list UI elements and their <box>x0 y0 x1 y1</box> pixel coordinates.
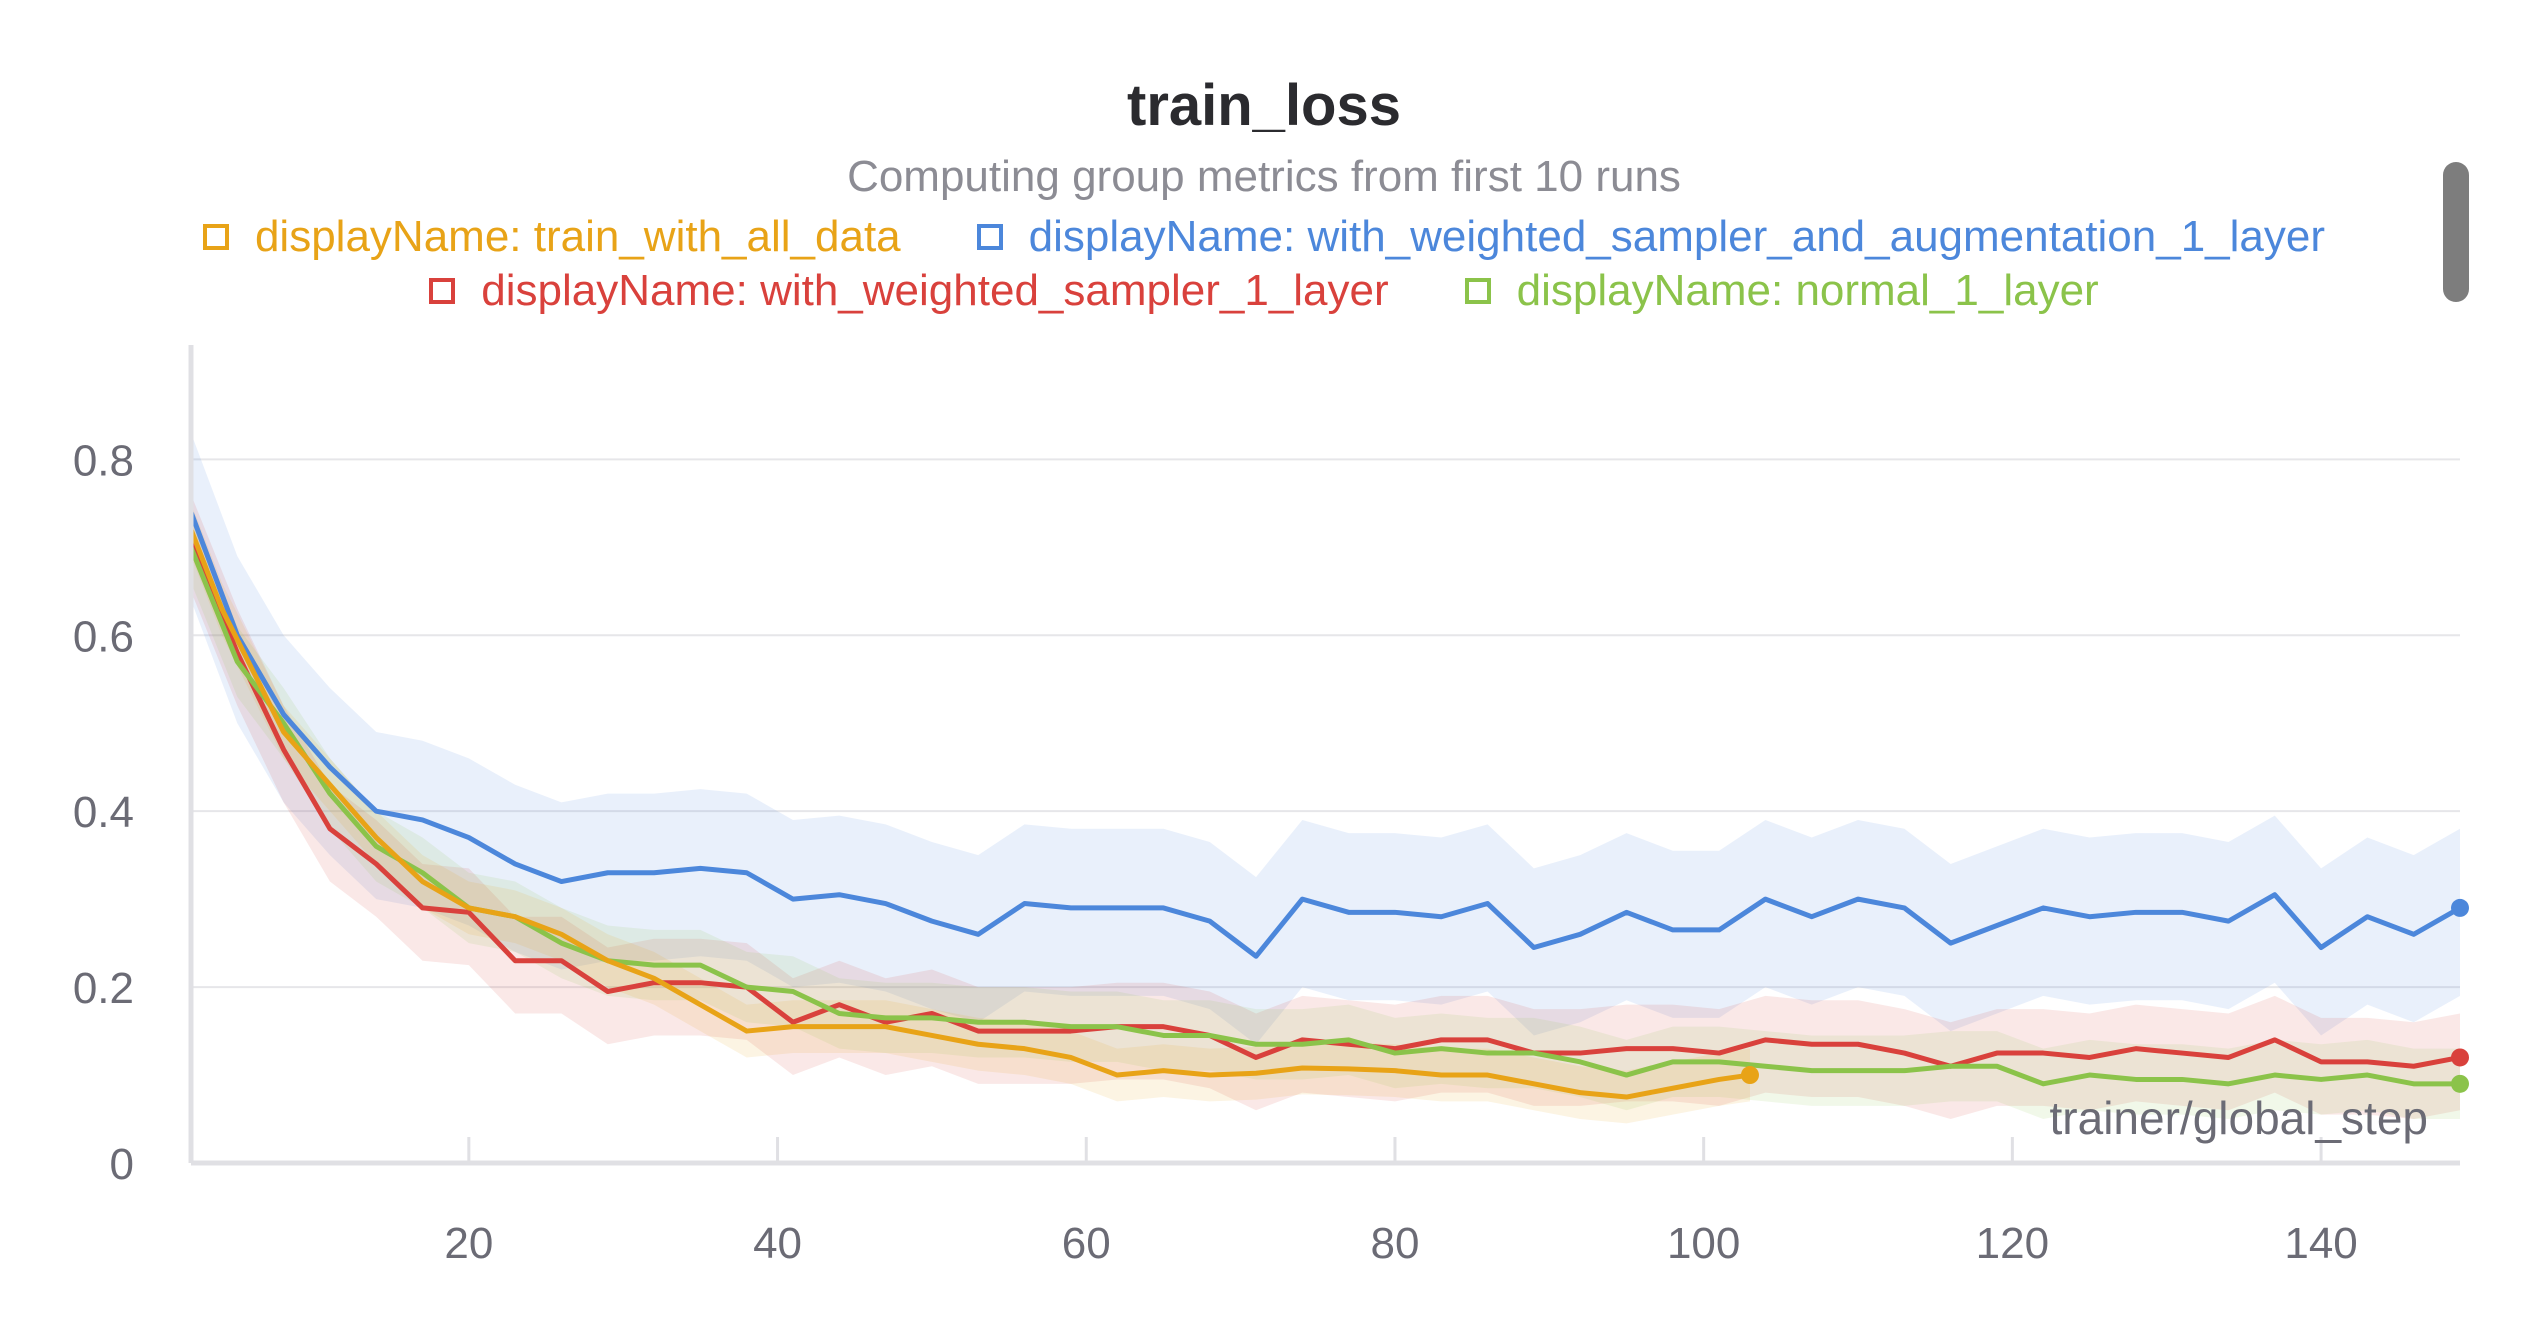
legend-item-train-with-all-data[interactable]: displayName: train_with_all_data <box>202 212 901 262</box>
legend-swatch-icon <box>1464 278 1491 304</box>
x-tick-label: 40 <box>753 1219 802 1268</box>
legend-label: displayName: normal_1_layer <box>1516 266 2099 315</box>
x-tick-label: 100 <box>1667 1219 1740 1268</box>
tick-labels: 0 0.2 0.4 0.6 0.8 20 40 60 80 100 120 140 <box>73 436 2358 1268</box>
series-endpoint-1 <box>2451 898 2469 917</box>
x-tick-label: 20 <box>444 1219 493 1268</box>
series-line-1 <box>188 509 2463 959</box>
grid <box>191 458 2460 1163</box>
y-tick-label: 0.4 <box>73 788 134 837</box>
series-line-0 <box>188 527 1753 1100</box>
legend-swatch-icon <box>202 224 229 250</box>
chart-subtitle: Computing group metrics from first 10 ru… <box>847 152 1681 201</box>
confidence-bands <box>191 432 2460 1124</box>
series-lines <box>188 509 2469 1100</box>
legend-swatch-icon <box>429 278 456 304</box>
scrollbar-thumb[interactable] <box>2443 162 2469 302</box>
chart-title: train_loss <box>1127 73 1401 138</box>
legend-item-weighted-sampler-augmentation[interactable]: displayName: with_weighted_sampler_and_a… <box>976 212 2326 262</box>
band-2 <box>191 494 2460 1120</box>
legend-swatch-icon <box>976 224 1003 250</box>
legend-row: displayName: train_with_all_data display… <box>0 212 2528 262</box>
series-line-3 <box>188 544 2463 1087</box>
band-0 <box>191 503 1750 1124</box>
legend-label: displayName: train_with_all_data <box>254 212 901 261</box>
series-endpoint-0 <box>1740 1066 1759 1085</box>
y-tick-label: 0.2 <box>73 964 134 1013</box>
y-tick-label: 0.6 <box>73 612 134 661</box>
series-endpoint-3 <box>2451 1074 2469 1093</box>
band-3 <box>191 512 2460 1120</box>
legend-item-normal-1-layer[interactable]: displayName: normal_1_layer <box>1464 266 2099 316</box>
y-tick-label: 0.8 <box>73 436 134 485</box>
x-tick-label: 80 <box>1370 1219 1419 1268</box>
x-tick-label: 140 <box>2284 1219 2357 1268</box>
band-1 <box>191 432 2460 1045</box>
x-tick-label: 120 <box>1976 1219 2049 1268</box>
legend-row: displayName: with_weighted_sampler_1_lay… <box>0 266 2528 316</box>
axes <box>188 345 2460 1166</box>
legend-label: displayName: with_weighted_sampler_and_a… <box>1028 212 2326 261</box>
y-tick-label: 0 <box>110 1140 134 1189</box>
x-axis-title: trainer/global_step <box>2050 1092 2428 1144</box>
series-endpoint-2 <box>2451 1048 2469 1067</box>
x-tick-label: 60 <box>1062 1219 1111 1268</box>
legend-item-weighted-sampler[interactable]: displayName: with_weighted_sampler_1_lay… <box>429 266 1389 316</box>
legend-label: displayName: with_weighted_sampler_1_lay… <box>481 266 1389 315</box>
